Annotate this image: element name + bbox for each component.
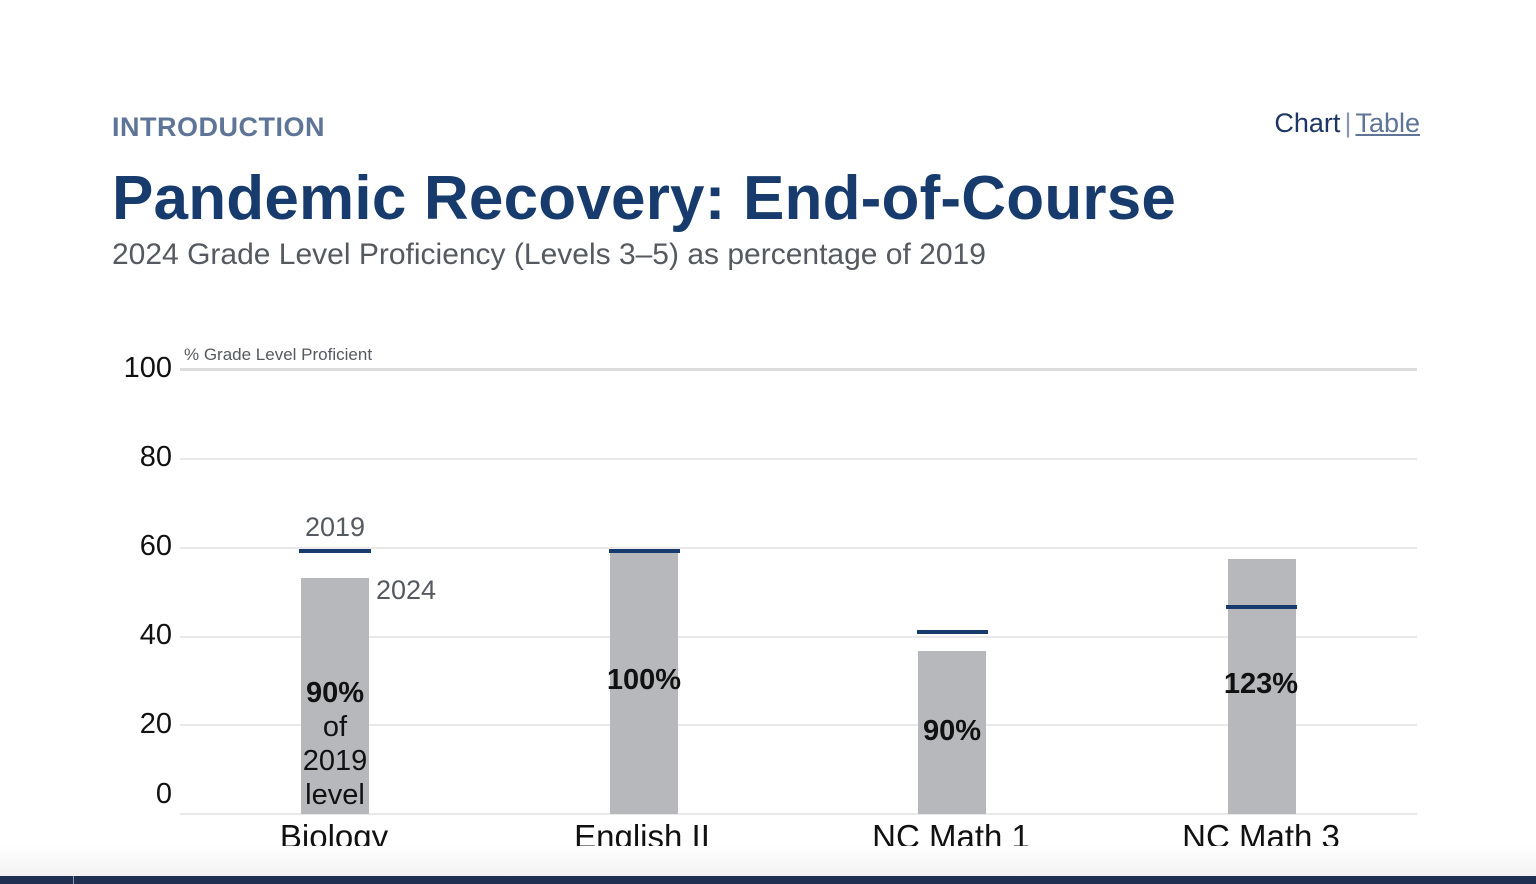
table-view-link[interactable]: Table bbox=[1355, 108, 1420, 138]
ratio-label-nc-math-1: 90% bbox=[902, 714, 1002, 748]
ratio-label-biology: 90% of 2019 level bbox=[285, 676, 385, 812]
gridline-40 bbox=[180, 636, 1417, 638]
footer-fade bbox=[0, 846, 1536, 876]
ratio-label-english-ii: 100% bbox=[594, 663, 694, 697]
ratio-note-line-1: of bbox=[322, 711, 348, 743]
bar-nc-math-1-2024 bbox=[918, 651, 986, 814]
gridline-60 bbox=[180, 547, 1417, 549]
gridline-20 bbox=[180, 724, 1417, 726]
label-2024: 2024 bbox=[376, 575, 437, 605]
ratio-note-line-2: 2019 bbox=[302, 745, 368, 777]
ref-biology-2019 bbox=[299, 549, 371, 553]
chart-view-link[interactable]: Chart bbox=[1274, 108, 1341, 138]
ratio-note-line-3: level bbox=[305, 779, 365, 811]
ratio-value-nc-math-1: 90% bbox=[922, 715, 982, 747]
ref-english-ii-2019 bbox=[609, 549, 680, 553]
y-tick-80: 80 bbox=[139, 441, 172, 473]
section-overline: INTRODUCTION bbox=[112, 112, 325, 142]
y-tick-100: 100 bbox=[123, 352, 172, 384]
gridline-80 bbox=[180, 458, 1417, 460]
ref-nc-math-1-2019 bbox=[917, 630, 988, 634]
bottom-bar bbox=[0, 876, 1536, 884]
page-title: Pandemic Recovery: End-of-Course bbox=[112, 164, 1177, 233]
label-2019: 2019 bbox=[305, 512, 366, 542]
view-toggle-separator: | bbox=[1344, 108, 1352, 138]
y-tick-60: 60 bbox=[139, 530, 172, 562]
gridline-100 bbox=[180, 368, 1417, 371]
ratio-value-biology: 90% bbox=[305, 677, 365, 709]
y-tick-0: 0 bbox=[155, 778, 172, 810]
bar-nc-math-3-2024 bbox=[1228, 559, 1296, 814]
y-tick-20: 20 bbox=[139, 708, 172, 740]
bottom-bar-divider bbox=[73, 876, 74, 884]
bar-english-ii-2024 bbox=[610, 550, 678, 814]
view-toggle: Chart | Table bbox=[1274, 108, 1420, 139]
bar-biology-2024 bbox=[301, 578, 369, 814]
baseline bbox=[180, 813, 1417, 815]
ref-nc-math-3-2019 bbox=[1226, 605, 1297, 609]
ratio-value-english-ii: 100% bbox=[606, 664, 682, 696]
ratio-value-nc-math-3: 123% bbox=[1223, 668, 1299, 700]
ratio-label-nc-math-3: 123% bbox=[1211, 667, 1311, 701]
y-axis-label: % Grade Level Proficient bbox=[184, 345, 373, 364]
y-tick-40: 40 bbox=[139, 619, 172, 651]
page-subtitle: 2024 Grade Level Proficiency (Levels 3–5… bbox=[112, 238, 986, 271]
